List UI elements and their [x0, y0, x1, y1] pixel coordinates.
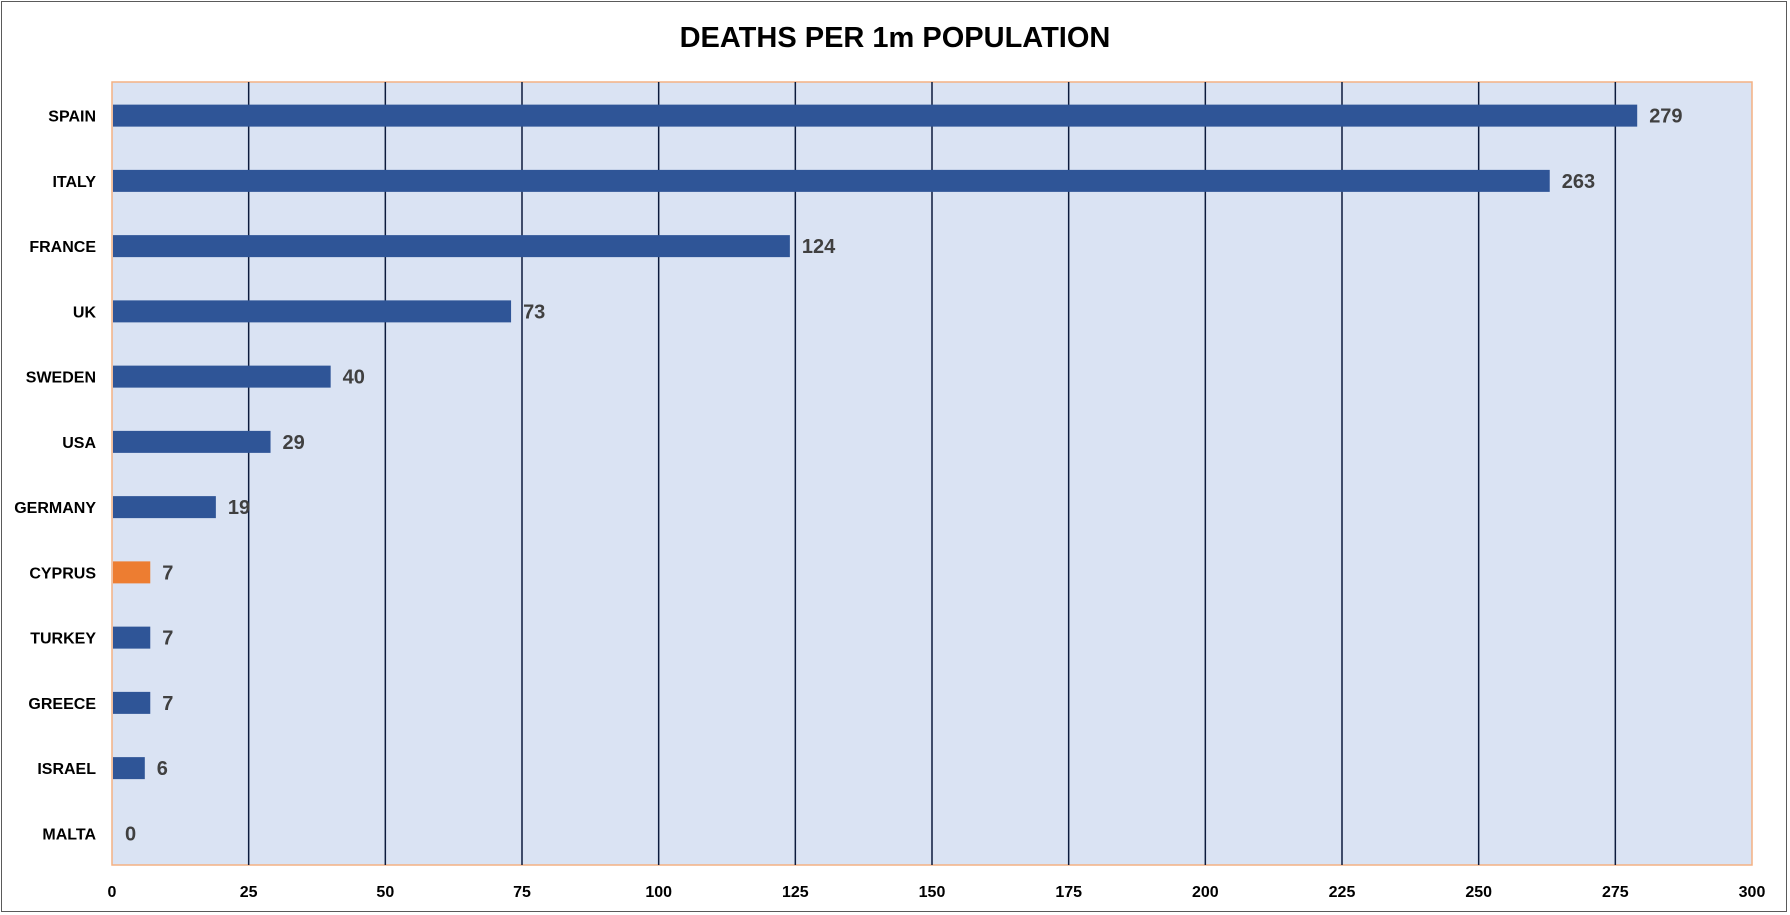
data-label: 263 [1562, 171, 1595, 193]
bar [113, 169, 1550, 192]
data-label: 19 [228, 497, 250, 519]
category-label: UK [73, 304, 97, 321]
x-tick-label: 275 [1602, 884, 1629, 901]
x-tick-label: 100 [645, 884, 672, 901]
x-tick-label: 150 [919, 884, 946, 901]
data-label: 73 [523, 301, 545, 323]
bar [113, 235, 790, 258]
x-tick-label: 125 [782, 884, 809, 901]
bar [113, 561, 151, 584]
category-label: ITALY [52, 174, 96, 191]
category-label: USA [62, 435, 96, 452]
x-tick-label: 175 [1055, 884, 1082, 901]
x-tick-label: 0 [108, 884, 117, 901]
data-label: 7 [162, 562, 173, 584]
data-label: 124 [802, 236, 836, 258]
category-axis: SPAIN ITALY FRANCE UK SWEDEN USA GERMANY CYPRUS… [14, 109, 96, 844]
category-label: MALTA [42, 826, 96, 843]
category-label: CYPRUS [29, 565, 96, 582]
x-tick-label: 75 [513, 884, 531, 901]
data-label: 0 [125, 823, 136, 845]
category-label: FRANCE [29, 239, 96, 256]
x-tick-label: 250 [1465, 884, 1492, 901]
data-label: 29 [283, 432, 305, 454]
bar [113, 104, 1638, 127]
gridlines [247, 82, 1617, 865]
data-labels: 279 263 124 73 40 29 19 7 7 7 6 0 [125, 106, 1683, 846]
data-label: 7 [162, 693, 173, 715]
data-label: 40 [343, 367, 365, 389]
data-label: 7 [162, 628, 173, 650]
data-label: 6 [157, 758, 168, 780]
category-label: GREECE [28, 696, 96, 713]
category-label: TURKEY [30, 631, 96, 648]
value-axis: 0 25 50 75 100 125 150 175 200 225 250 275 300 [108, 884, 1766, 901]
category-label: GERMANY [14, 500, 96, 517]
chart-title: DEATHS PER 1m POPULATION [680, 22, 1111, 54]
bar [113, 757, 145, 780]
data-label: 279 [1649, 106, 1682, 128]
x-tick-label: 50 [376, 884, 394, 901]
bar [113, 626, 151, 649]
category-label: SWEDEN [26, 370, 96, 387]
x-tick-label: 300 [1739, 884, 1766, 901]
x-tick-label: 25 [240, 884, 258, 901]
category-label: SPAIN [48, 109, 96, 126]
bar [113, 691, 151, 714]
x-tick-label: 200 [1192, 884, 1219, 901]
x-tick-label: 225 [1329, 884, 1356, 901]
bar [113, 365, 331, 388]
bar [113, 300, 512, 323]
bar [113, 496, 216, 519]
bars [113, 104, 1638, 780]
bar [113, 430, 271, 453]
category-label: ISRAEL [37, 761, 96, 778]
